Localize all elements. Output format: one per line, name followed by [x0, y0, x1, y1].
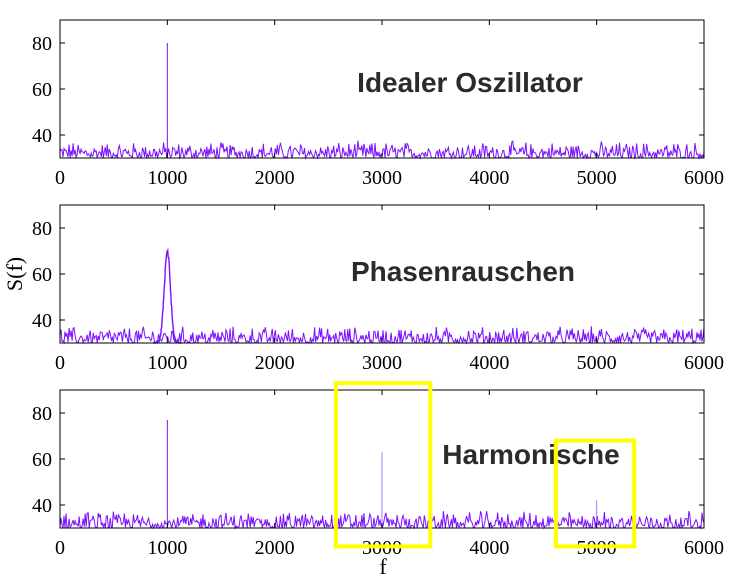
y-tick-label: 80: [32, 218, 52, 240]
x-tick-label: 6000: [684, 537, 724, 559]
x-tick-label: 0: [55, 537, 65, 559]
x-tick-label: 6000: [684, 352, 724, 374]
x-tick-label: 2000: [255, 167, 295, 189]
panel-title: Phasenrauschen: [351, 256, 575, 287]
x-tick-label: 5000: [577, 352, 617, 374]
highlight-box-2: [553, 438, 637, 549]
x-tick-label: 1000: [147, 352, 187, 374]
y-tick-label: 60: [32, 264, 52, 286]
x-tick-label: 6000: [684, 167, 724, 189]
y-tick-label: 60: [32, 79, 52, 101]
x-tick-label: 4000: [469, 352, 509, 374]
y-axis-label: S(f): [2, 257, 27, 291]
highlight-box-1: [333, 381, 433, 549]
panel-harmonische: 0 1000 2000 3000 4000 5000 6000406080Harmonisc…: [32, 381, 724, 579]
x-tick-label: 4000: [469, 537, 509, 559]
y-tick-label: 40: [32, 495, 52, 517]
x-tick-label: 2000: [255, 537, 295, 559]
panel-phasenrauschen: 0 1000 2000 3000 4000 5000 6000 40 60 80 Phasenrau…: [2, 204, 724, 374]
x-tick-label: 3000: [362, 167, 402, 189]
x-tick-label: 3000: [362, 352, 402, 374]
x-tick-label: 0: [55, 352, 65, 374]
x-tick-label: 0: [55, 167, 65, 189]
y-tick-label: 60: [32, 449, 52, 471]
panel-title: Idealer Oszillator: [357, 67, 583, 98]
x-tick-label: 2000: [255, 352, 295, 374]
x-axis-label: f: [379, 554, 387, 579]
panel-title: Harmonische: [442, 439, 619, 470]
spectral-peak-1000: [152, 247, 182, 344]
x-tick-label: 1000: [147, 537, 187, 559]
y-tick-label: 40: [32, 310, 52, 332]
panel-idealer-oszillator: 0 1000 2000 3000 4000 5000 6000 40 60 80 Idealer O…: [32, 19, 724, 189]
y-tick-label: 80: [32, 33, 52, 55]
x-tick-label: 1000: [147, 167, 187, 189]
x-tick-label: 5000: [577, 167, 617, 189]
y-tick-label: 40: [32, 125, 52, 147]
y-tick-label: 80: [32, 403, 52, 425]
x-tick-label: 4000: [469, 167, 509, 189]
